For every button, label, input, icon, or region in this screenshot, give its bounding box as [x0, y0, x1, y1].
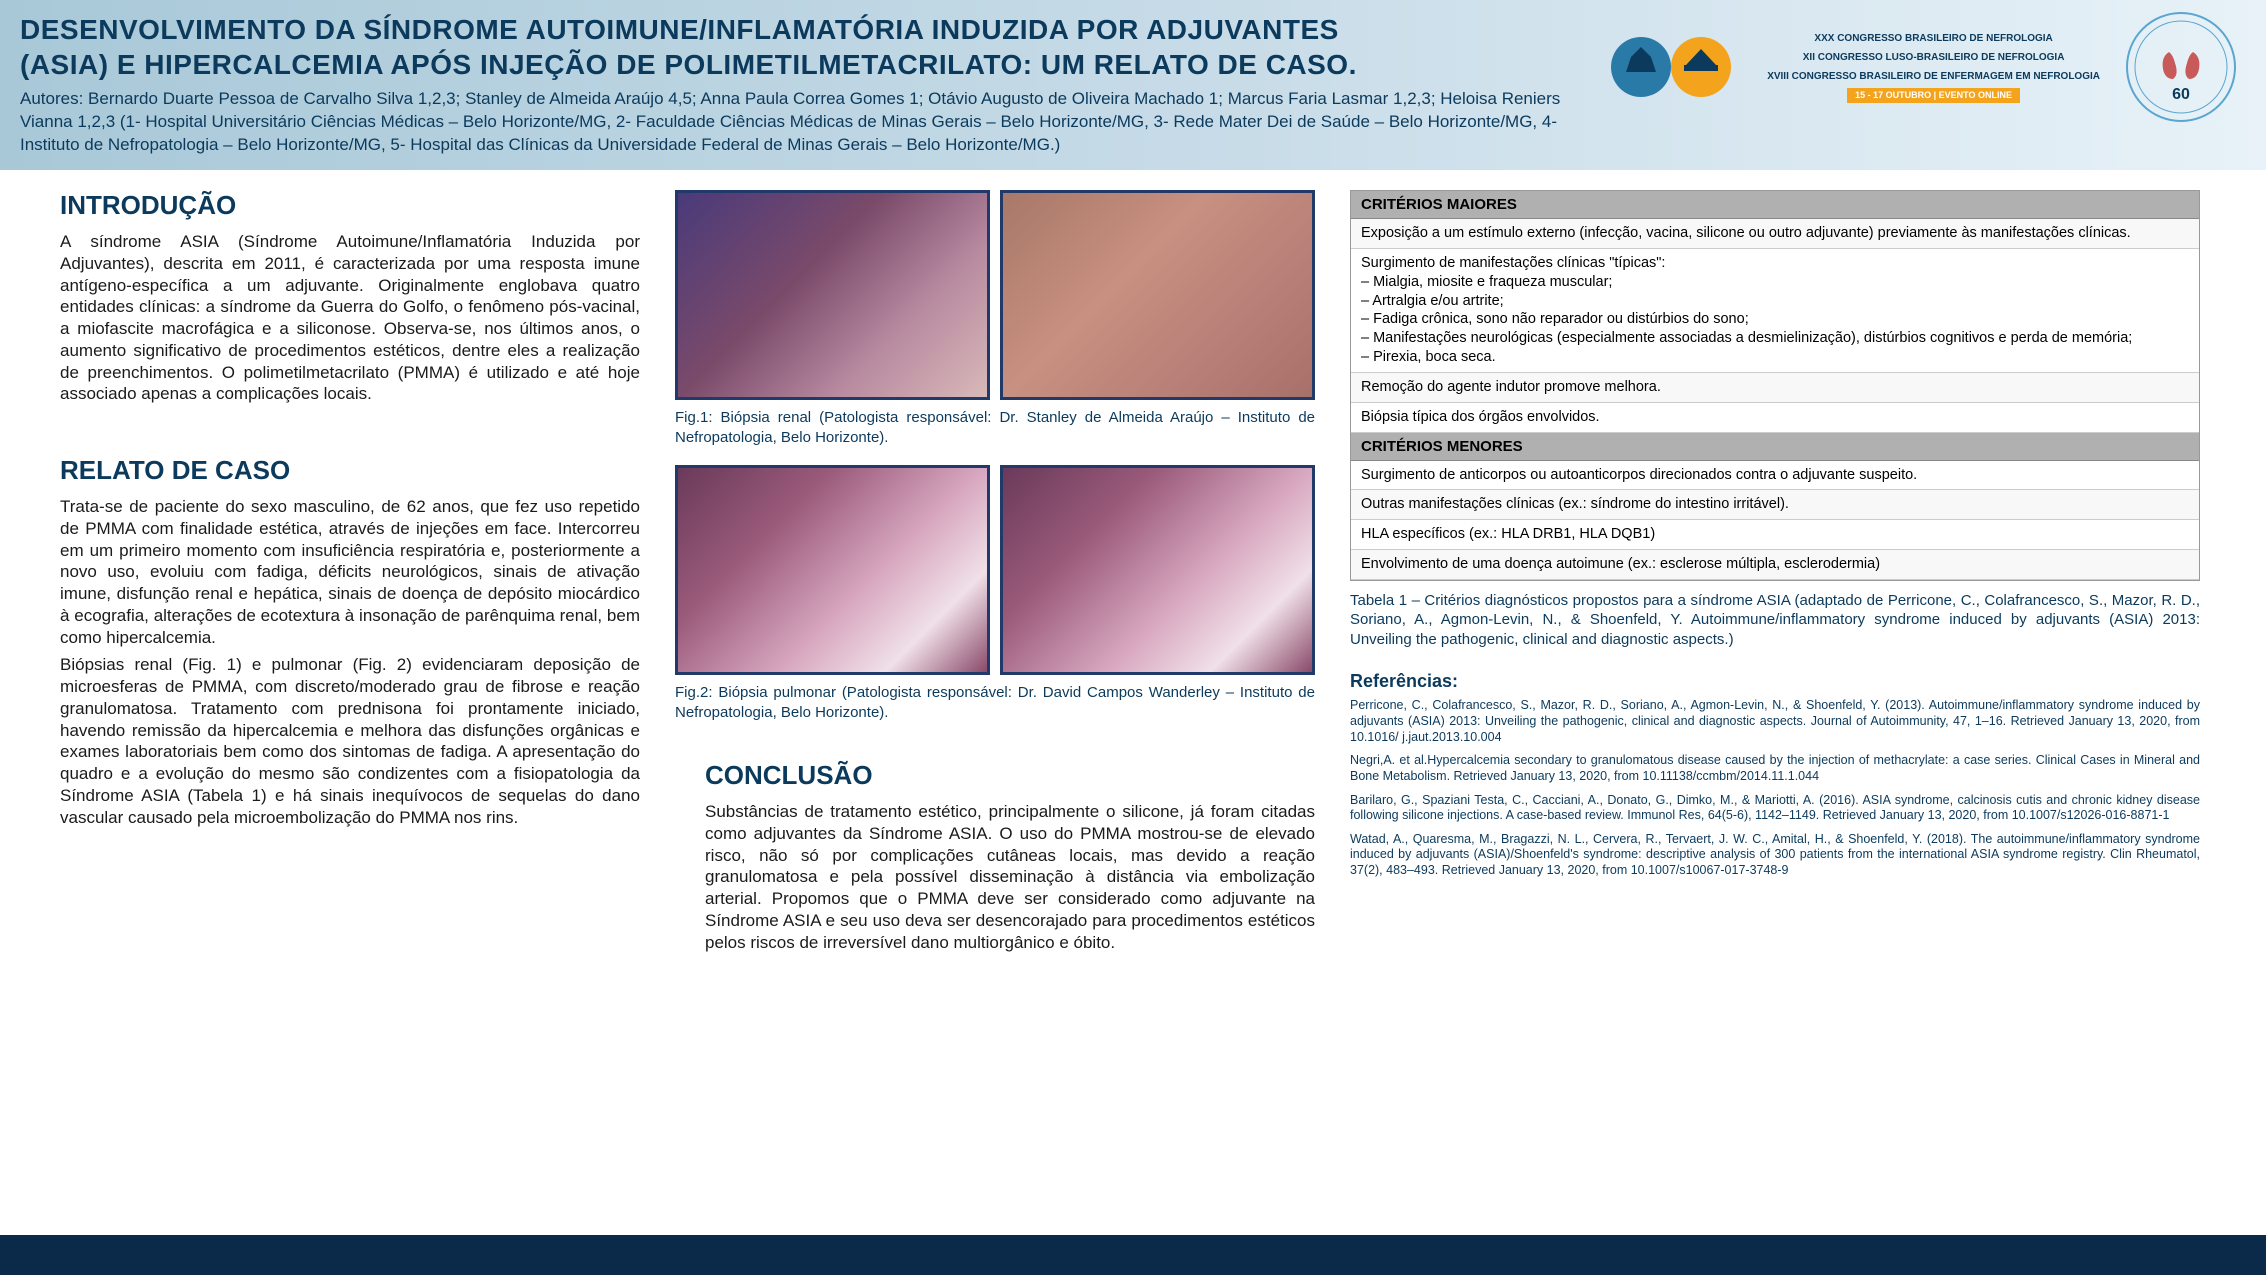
reference-item: Watad, A., Quaresma, M., Bragazzi, N. L.… [1350, 832, 2200, 879]
criteria-table: CRITÉRIOS MAIORES Exposição a um estímul… [1350, 190, 2200, 581]
table-header-minor: CRITÉRIOS MENORES [1351, 433, 2199, 461]
figure-2-row [675, 465, 1315, 675]
header-text-block: DESENVOLVIMENTO DA SÍNDROME AUTOIMUNE/IN… [20, 12, 1601, 157]
table-row: Surgimento de anticorpos ou autoanticorp… [1351, 461, 2199, 491]
table-row: Envolvimento de uma doença autoimune (ex… [1351, 550, 2199, 580]
fig2-image-b [1000, 465, 1315, 675]
footer-bar [0, 1235, 2266, 1275]
table-row: Surgimento de manifestações clínicas "tí… [1351, 249, 2199, 373]
header-logos: XXX CONGRESSO BRASILEIRO DE NEFROLOGIA X… [1601, 12, 2246, 122]
congress-tags: XXX CONGRESSO BRASILEIRO DE NEFROLOGIA X… [1761, 31, 2106, 104]
table-caption: Tabela 1 – Critérios diagnósticos propos… [1350, 591, 2200, 650]
congress-tag-1: XXX CONGRESSO BRASILEIRO DE NEFROLOGIA [1808, 31, 2058, 46]
caso-p1: Trata-se de paciente do sexo masculino, … [60, 496, 640, 648]
svg-text:60: 60 [2172, 86, 2190, 103]
table-row: Biópsia típica dos órgãos envolvidos. [1351, 403, 2199, 433]
congress-tag-3: XVIII CONGRESSO BRASILEIRO DE ENFERMAGEM… [1761, 69, 2106, 84]
authors: Autores: Bernardo Duarte Pessoa de Carva… [20, 88, 1601, 157]
fig1-image-b [1000, 190, 1315, 400]
congress-logo-icon [1601, 12, 1741, 122]
congress-date: 15 - 17 OUTUBRO | EVENTO ONLINE [1847, 88, 2020, 104]
congress-tag-2: XII CONGRESSO LUSO-BRASILEIRO DE NEFROLO… [1797, 50, 2071, 65]
title-line1: DESENVOLVIMENTO DA SÍNDROME AUTOIMUNE/IN… [20, 14, 1339, 45]
caso-title: RELATO DE CASO [60, 455, 640, 486]
intro-title: INTRODUÇÃO [60, 190, 640, 221]
reference-item: Barilaro, G., Spaziani Testa, C., Caccia… [1350, 793, 2200, 824]
column-middle: Fig.1: Biópsia renal (Patologista respon… [675, 190, 1315, 1235]
poster-header: DESENVOLVIMENTO DA SÍNDROME AUTOIMUNE/IN… [0, 0, 2266, 170]
title-line2: (ASIA) E HIPERCALCEMIA APÓS INJEÇÃO DE P… [20, 49, 1357, 80]
figure-1-row [675, 190, 1315, 400]
table-row: Outras manifestações clínicas (ex.: sínd… [1351, 490, 2199, 520]
fig1-image-a [675, 190, 990, 400]
conclusao-title: CONCLUSÃO [705, 760, 1315, 791]
table-header-major: CRITÉRIOS MAIORES [1351, 191, 2199, 219]
column-right: CRITÉRIOS MAIORES Exposição a um estímul… [1350, 190, 2200, 1235]
table-row: Remoção do agente indutor promove melhor… [1351, 373, 2199, 403]
fig2-caption: Fig.2: Biópsia pulmonar (Patologista res… [675, 683, 1315, 722]
references-title: Referências: [1350, 671, 2200, 692]
reference-item: Negri,A. et al.Hypercalcemia secondary t… [1350, 753, 2200, 784]
reference-item: Perricone, C., Colafrancesco, S., Mazor,… [1350, 698, 2200, 745]
sbn-logo-icon: 60 [2126, 12, 2236, 122]
caso-p2: Biópsias renal (Fig. 1) e pulmonar (Fig.… [60, 654, 640, 828]
poster-title: DESENVOLVIMENTO DA SÍNDROME AUTOIMUNE/IN… [20, 12, 1601, 82]
fig1-caption: Fig.1: Biópsia renal (Patologista respon… [675, 408, 1315, 447]
fig2-image-a [675, 465, 990, 675]
column-left: INTRODUÇÃO A síndrome ASIA (Síndrome Aut… [60, 190, 640, 1235]
table-row: Exposição a um estímulo externo (infecçã… [1351, 219, 2199, 249]
poster-body: INTRODUÇÃO A síndrome ASIA (Síndrome Aut… [0, 170, 2266, 1235]
table-row: HLA específicos (ex.: HLA DRB1, HLA DQB1… [1351, 520, 2199, 550]
conclusao-text: Substâncias de tratamento estético, prin… [705, 801, 1315, 953]
intro-text: A síndrome ASIA (Síndrome Autoimune/Infl… [60, 231, 640, 405]
